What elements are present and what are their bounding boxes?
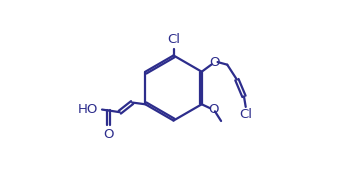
Text: Cl: Cl: [167, 33, 180, 46]
Text: Cl: Cl: [239, 108, 252, 121]
Text: O: O: [208, 103, 218, 116]
Text: O: O: [103, 128, 114, 141]
Text: O: O: [210, 56, 220, 68]
Text: HO: HO: [78, 103, 98, 116]
